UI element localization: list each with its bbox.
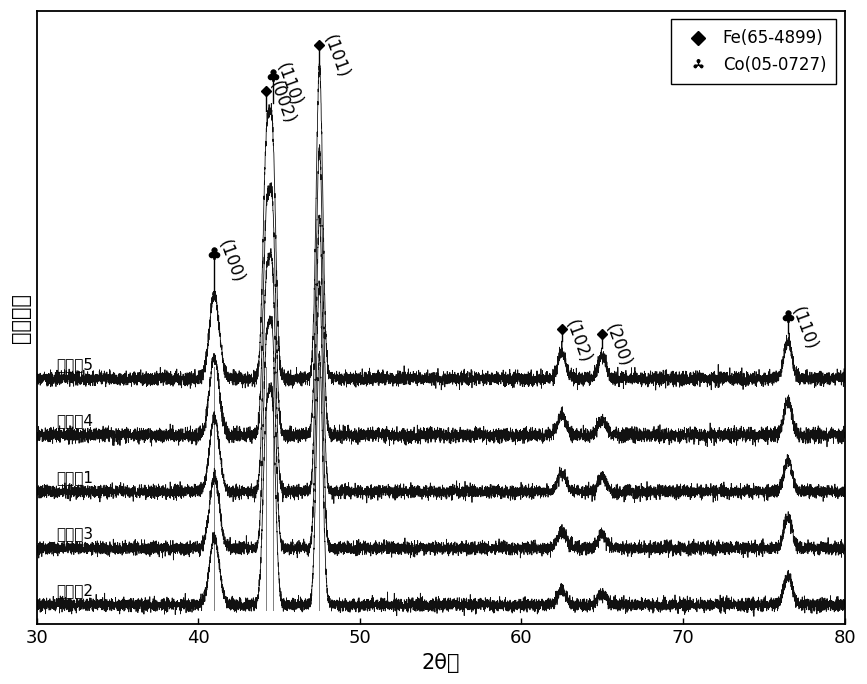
Text: 实施例1: 实施例1 xyxy=(56,470,93,485)
Text: 实施例5: 实施例5 xyxy=(56,357,93,372)
Text: (100): (100) xyxy=(214,237,246,285)
Text: (110): (110) xyxy=(272,61,305,109)
Text: (200): (200) xyxy=(603,322,635,370)
Text: (102): (102) xyxy=(562,318,594,366)
X-axis label: 2θ度: 2θ度 xyxy=(421,653,460,673)
Text: 实施例4: 实施例4 xyxy=(56,413,93,428)
Text: 实施例3: 实施例3 xyxy=(56,527,93,541)
Text: (002): (002) xyxy=(266,79,298,127)
Y-axis label: 相对强度: 相对强度 xyxy=(11,293,31,343)
Text: 实施例2: 实施例2 xyxy=(56,583,93,598)
Legend: Fe(65-4899), Co(05-0727): Fe(65-4899), Co(05-0727) xyxy=(671,19,837,83)
Text: (101): (101) xyxy=(319,32,352,80)
Text: (110): (110) xyxy=(788,304,820,352)
